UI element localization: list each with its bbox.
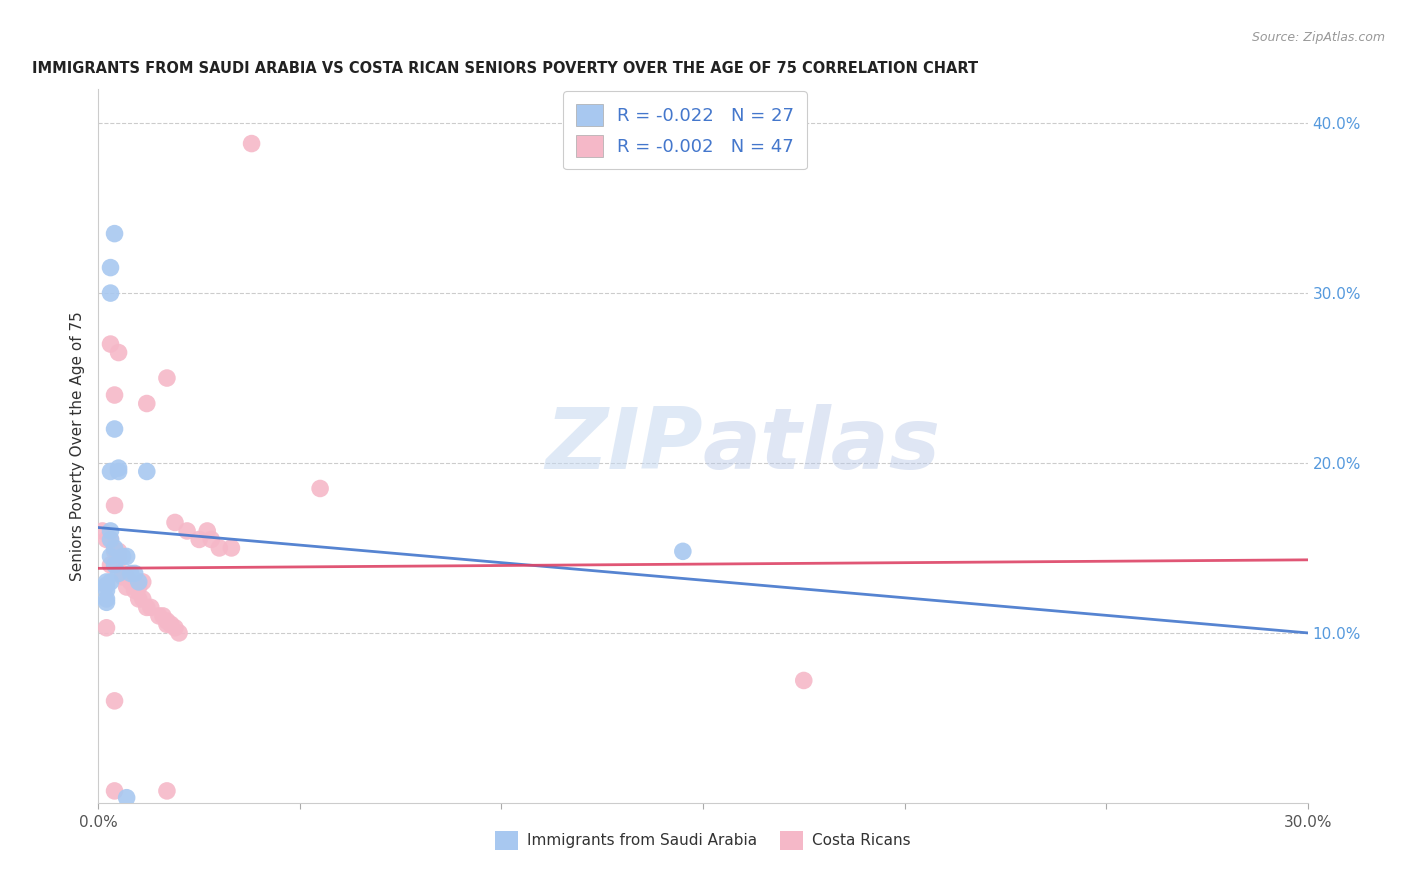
Point [103, 558, 125, 572]
Point [100, 286, 122, 301]
Point [107, 465, 129, 479]
Point [793, 673, 815, 688]
Point [135, 396, 157, 410]
Point [156, 371, 179, 385]
Point [91, 524, 114, 538]
Point [163, 516, 186, 530]
Point [96, 595, 118, 609]
Point [96, 591, 118, 606]
Point [120, 574, 142, 589]
Point [120, 566, 142, 581]
Point [103, 784, 125, 798]
Point [103, 544, 125, 558]
Point [107, 461, 129, 475]
Point [195, 524, 218, 538]
Point [103, 541, 125, 555]
Point [135, 600, 157, 615]
Point [107, 566, 129, 581]
Point [103, 499, 125, 513]
Point [163, 621, 186, 635]
Point [148, 608, 170, 623]
Point [100, 465, 122, 479]
Point [156, 784, 179, 798]
Point [124, 583, 146, 598]
Point [124, 566, 146, 581]
Text: ZIP: ZIP [546, 404, 703, 488]
Point [128, 580, 150, 594]
Point [139, 600, 162, 615]
Legend: Immigrants from Saudi Arabia, Costa Ricans: Immigrants from Saudi Arabia, Costa Rica… [489, 825, 917, 855]
Point [156, 614, 179, 628]
Point [156, 617, 179, 632]
Point [208, 541, 231, 555]
Point [221, 541, 243, 555]
Point [103, 388, 125, 402]
Point [188, 533, 211, 547]
Point [152, 608, 174, 623]
Point [135, 465, 157, 479]
Point [107, 549, 129, 564]
Point [96, 583, 118, 598]
Point [100, 574, 122, 589]
Point [240, 136, 263, 151]
Y-axis label: Seniors Poverty Over the Age of 75: Seniors Poverty Over the Age of 75 [69, 311, 84, 581]
Point [672, 544, 695, 558]
Point [115, 580, 138, 594]
Point [103, 694, 125, 708]
Point [128, 574, 150, 589]
Text: IMMIGRANTS FROM SAUDI ARABIA VS COSTA RICAN SENIORS POVERTY OVER THE AGE OF 75 C: IMMIGRANTS FROM SAUDI ARABIA VS COSTA RI… [32, 61, 979, 76]
Point [96, 533, 118, 547]
Point [132, 591, 155, 606]
Point [176, 524, 198, 538]
Point [167, 626, 190, 640]
Point [115, 570, 138, 584]
Point [100, 558, 122, 572]
Point [107, 345, 129, 359]
Point [100, 337, 122, 351]
Point [111, 570, 134, 584]
Point [132, 574, 155, 589]
Point [107, 544, 129, 558]
Point [100, 549, 122, 564]
Text: Source: ZipAtlas.com: Source: ZipAtlas.com [1251, 31, 1385, 45]
Point [100, 533, 122, 547]
Point [103, 422, 125, 436]
Point [100, 260, 122, 275]
Point [96, 574, 118, 589]
Point [96, 578, 118, 592]
Point [111, 549, 134, 564]
Point [115, 790, 138, 805]
Point [128, 591, 150, 606]
Point [200, 533, 222, 547]
Point [96, 621, 118, 635]
Point [100, 524, 122, 538]
Point [160, 617, 183, 632]
Point [103, 227, 125, 241]
Point [100, 533, 122, 547]
Point [115, 549, 138, 564]
Point [111, 566, 134, 581]
Point [124, 578, 146, 592]
Point [309, 482, 332, 496]
Text: atlas: atlas [703, 404, 941, 488]
